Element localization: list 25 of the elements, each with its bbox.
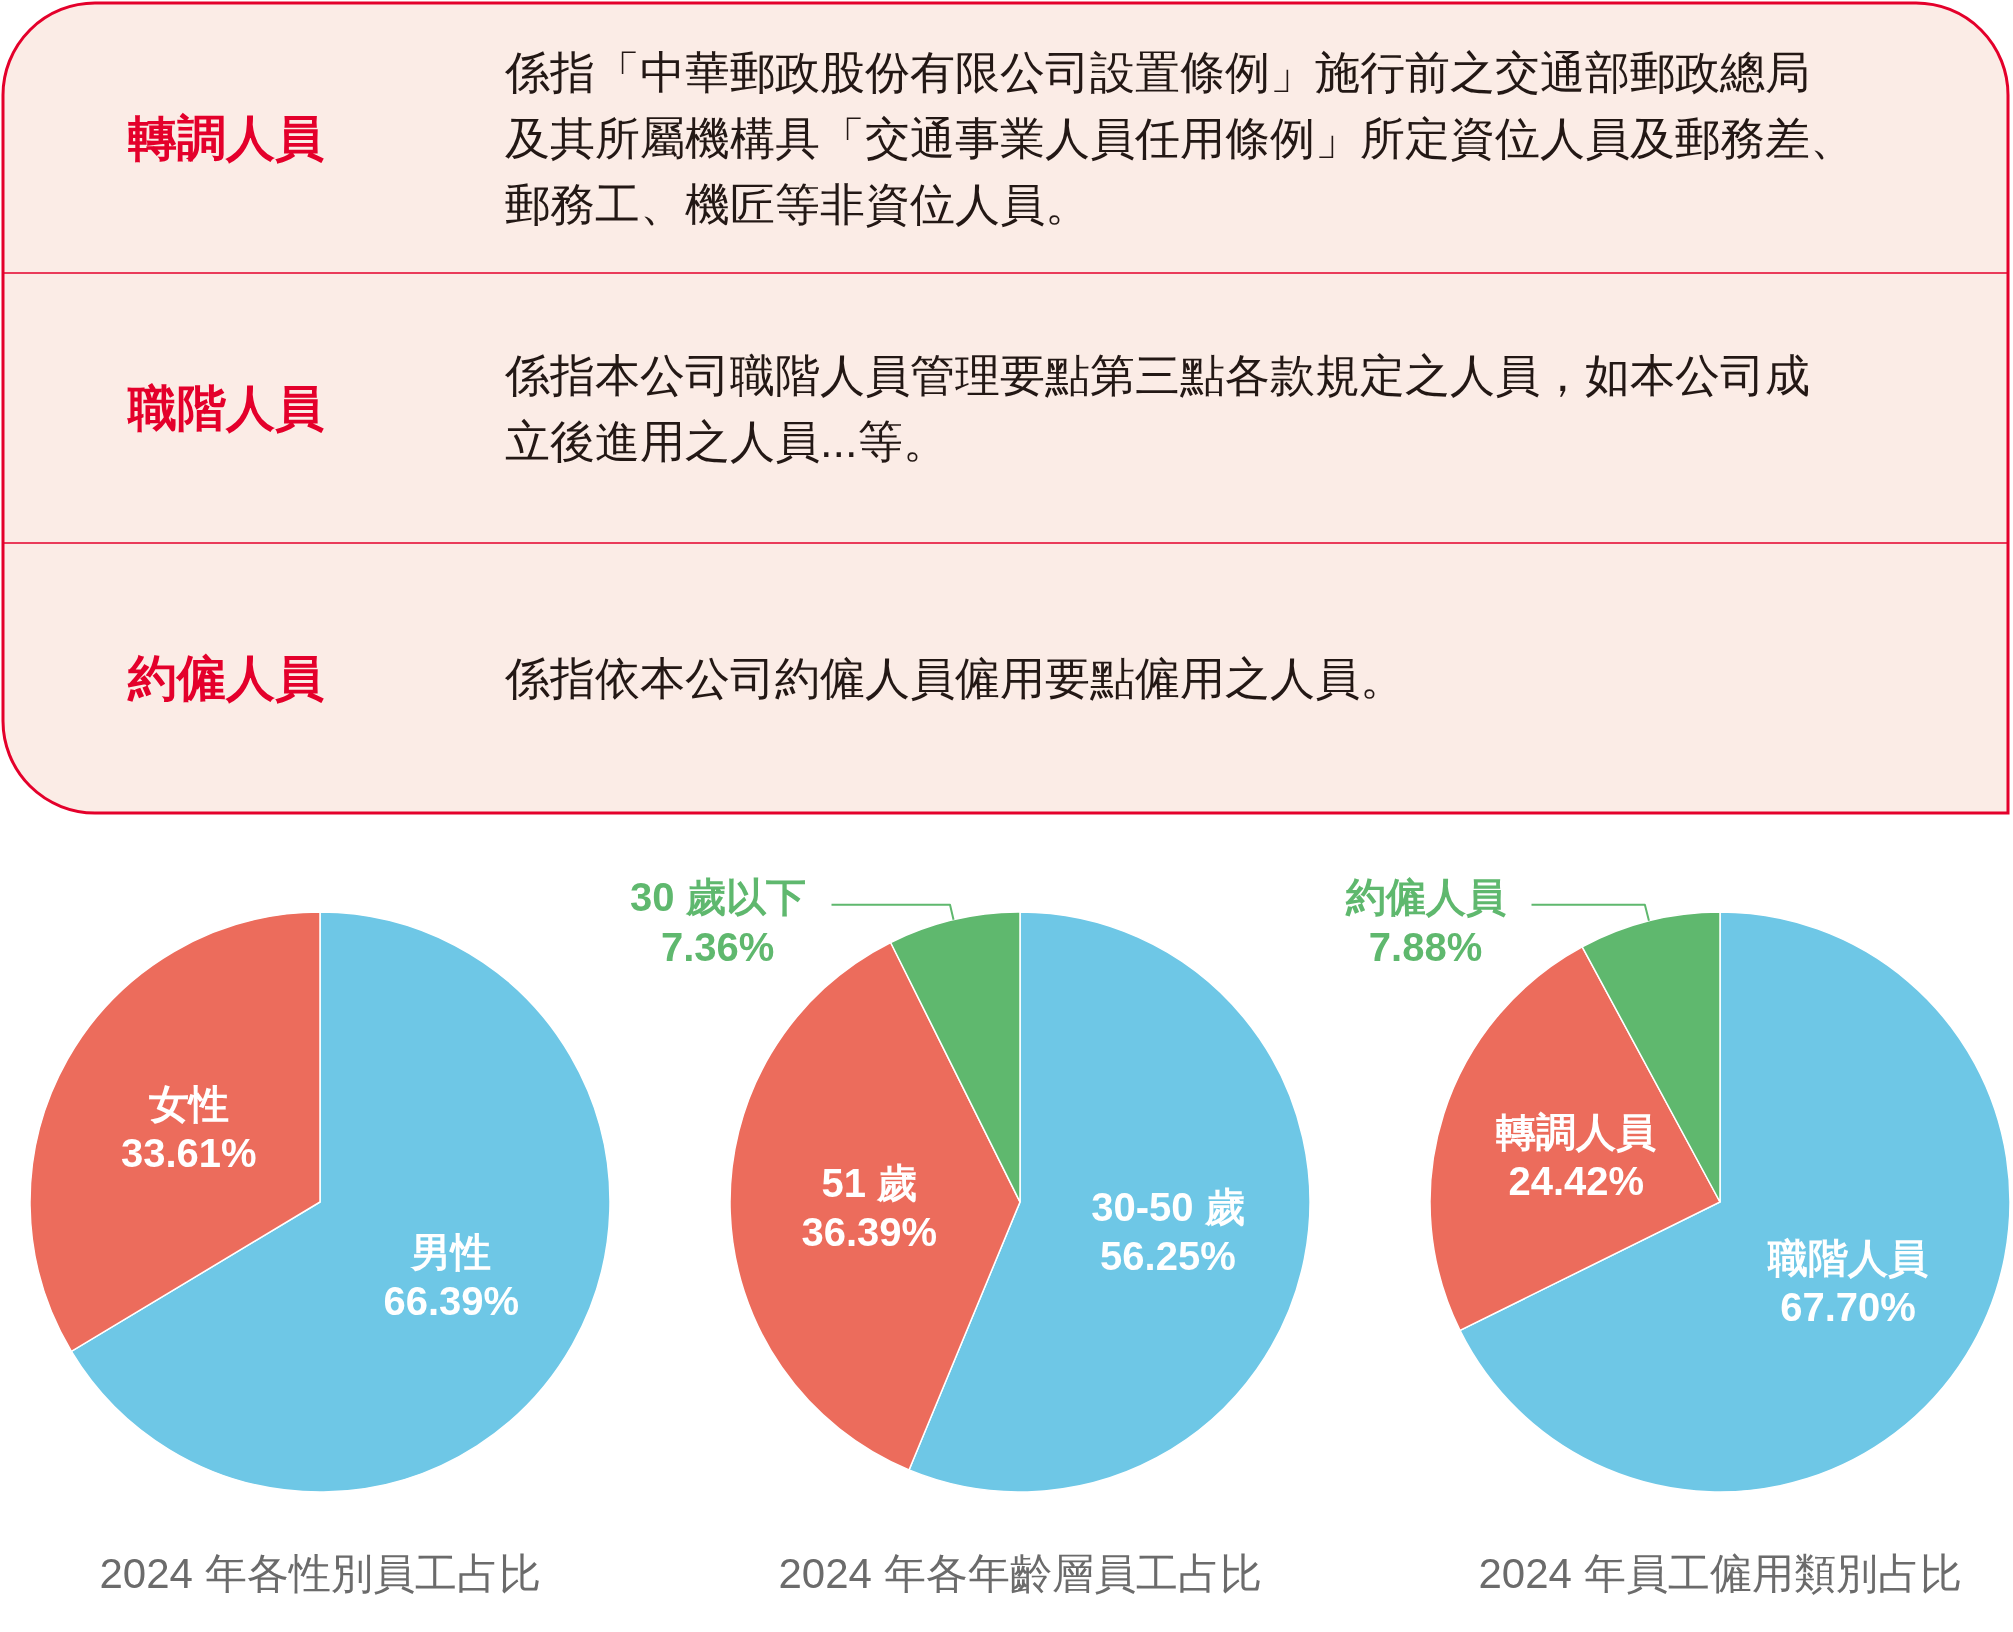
slice-label: 約僱人員: [1344, 874, 1506, 919]
data-label: 56.25%: [1100, 1234, 1236, 1279]
slice-label: 職階人員: [1767, 1235, 1929, 1280]
text: 職階人員: [126, 381, 324, 435]
slice-label: 30 歲以下: [629, 874, 806, 919]
slice-label: 轉調人員: [1496, 1110, 1657, 1155]
slice-label: 女性: [148, 1081, 229, 1126]
data-label: 7.88%: [1368, 924, 1483, 969]
data-label: 36.39%: [801, 1210, 938, 1255]
text: 2024 年員工僱用類別占比: [1478, 1549, 1962, 1597]
text: 2024 年各年齡層員工占比: [778, 1549, 1262, 1597]
text: 約僱人員: [127, 651, 324, 705]
slice-label: 51 歲: [821, 1161, 918, 1206]
data-label: 67.70%: [1780, 1284, 1916, 1329]
data-label: 7.36%: [660, 924, 775, 969]
text: 係指本公司職階人員管理要點第三點各款規定之人員，如本公司成立後進用之人員...等。: [504, 349, 1810, 467]
text: 係指「中華郵政股份有限公司設置條例」施行前之交通部郵政總局及其所屬機構具「交通事業人員任用條例」所定資位人員及郵務差、郵務工、機匠等非資位人員。: [504, 46, 1855, 230]
slice-label: 男性: [410, 1230, 492, 1275]
text: 2024 年各性別員工占比: [99, 1549, 541, 1597]
data-label: 66.39%: [383, 1279, 520, 1324]
data-label: 24.42%: [1508, 1159, 1645, 1204]
text: 轉調人員: [128, 111, 324, 165]
text: 係指依本公司約僱人員僱用要點僱用之人員。: [504, 652, 1405, 704]
data-label: 33.61%: [120, 1130, 257, 1175]
slice-label: 30-50 歲: [1091, 1185, 1245, 1230]
